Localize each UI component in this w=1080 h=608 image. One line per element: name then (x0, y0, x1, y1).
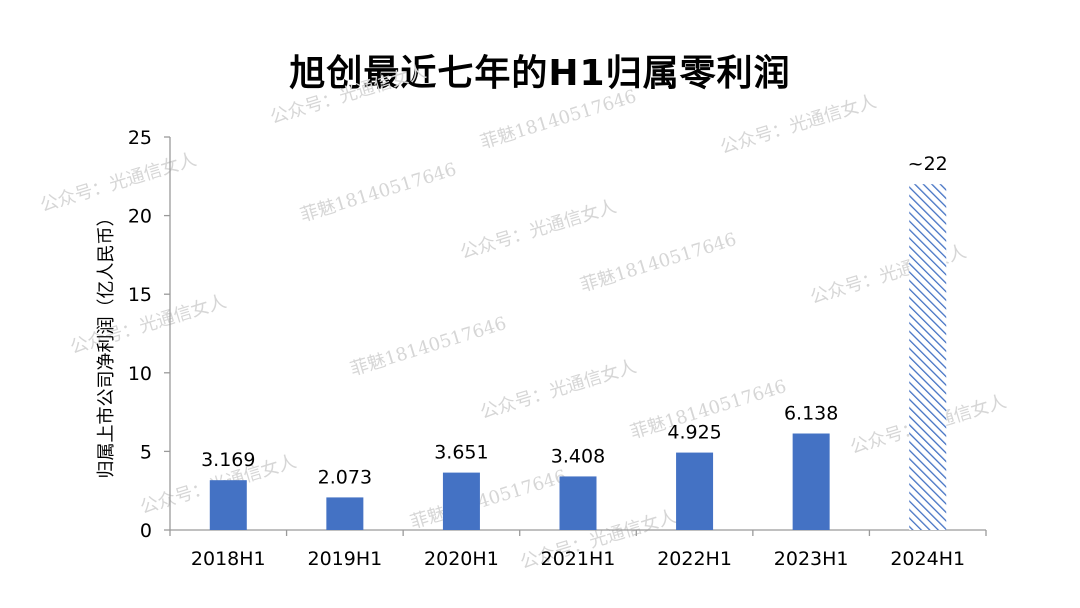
y-tick-label: 25 (128, 127, 152, 149)
y-tick-label: 0 (140, 520, 152, 542)
y-axis-title: 归属上市公司净利润（亿人民币） (96, 209, 117, 479)
axes: 0 5 10 15 20 25 归属上市公司净利润（亿人民币） (96, 127, 987, 542)
data-label: 4.925 (667, 422, 721, 444)
bar (792, 433, 830, 530)
watermark-text: 公众号：光通信女人 (478, 356, 639, 423)
x-tick-label: 2024H1 (890, 548, 965, 570)
bar (442, 472, 480, 530)
data-label: 6.138 (784, 403, 838, 425)
watermark-text: 公众号：光通信女人 (38, 149, 199, 216)
bars (209, 184, 947, 530)
bar (676, 452, 714, 530)
watermark-text: 公众号：光通信女人 (268, 61, 429, 128)
bar (326, 497, 364, 530)
bar (209, 480, 247, 530)
x-tick-label: 2023H1 (774, 548, 849, 570)
data-label: 3.408 (551, 445, 605, 467)
watermark-text: 公众号：光通信女人 (458, 196, 619, 263)
data-label: 3.651 (434, 442, 488, 464)
data-label: 2.073 (318, 466, 372, 488)
chart-title: 旭创最近七年的H1归属零利润 (289, 53, 791, 94)
x-tick-label: 2020H1 (424, 548, 499, 570)
bar (559, 476, 597, 530)
data-label: 3.169 (201, 449, 255, 471)
watermark-text: 菲魅18140517646 (408, 466, 569, 533)
y-tick-label: 10 (128, 363, 152, 385)
watermark-text: 菲魅18140517646 (348, 313, 509, 380)
bar-estimated (909, 184, 947, 530)
y-tick-label: 20 (128, 206, 152, 228)
watermark-text: 菲魅18140517646 (578, 229, 739, 296)
labels: 2018H1 3.169 2019H1 2.073 2020H1 3.651 2021H1 3… (191, 153, 965, 570)
data-label: ~22 (908, 153, 948, 175)
x-tick-label: 2022H1 (657, 548, 732, 570)
watermark-text: 公众号：光通信女人 (718, 91, 879, 158)
watermark-text: 菲魅18140517646 (478, 86, 639, 153)
x-tick-label: 2019H1 (307, 548, 382, 570)
x-tick-label: 2018H1 (191, 548, 266, 570)
x-tick-label: 2021H1 (541, 548, 616, 570)
y-tick-label: 5 (140, 441, 152, 463)
watermark-text: 菲魅18140517646 (298, 159, 459, 226)
y-tick-label: 15 (128, 284, 152, 306)
